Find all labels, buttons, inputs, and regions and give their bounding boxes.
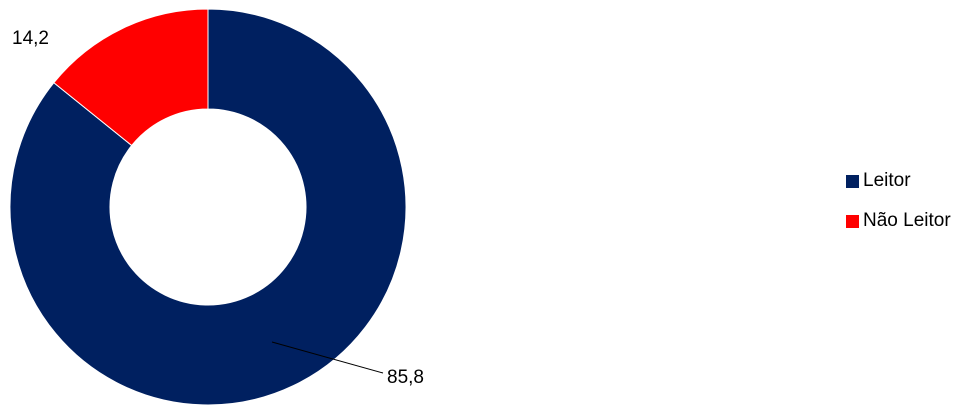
legend-swatch-nao-leitor xyxy=(846,214,859,228)
slice-nao-leitor xyxy=(53,8,209,147)
legend-label-nao-leitor: Não Leitor xyxy=(863,210,951,231)
legend-item-nao-leitor: Não Leitor xyxy=(846,210,951,231)
legend-label-leitor: Leitor xyxy=(863,170,911,191)
slice-leitor xyxy=(9,8,407,406)
leader-line-leitor xyxy=(271,341,384,374)
legend: Leitor Não Leitor xyxy=(846,170,951,251)
legend-swatch-leitor xyxy=(846,174,859,188)
data-label-leitor: 85,8 xyxy=(387,367,424,388)
donut-slices xyxy=(9,8,407,406)
legend-item-leitor: Leitor xyxy=(846,170,951,191)
data-label-nao-leitor: 14,2 xyxy=(12,28,49,49)
